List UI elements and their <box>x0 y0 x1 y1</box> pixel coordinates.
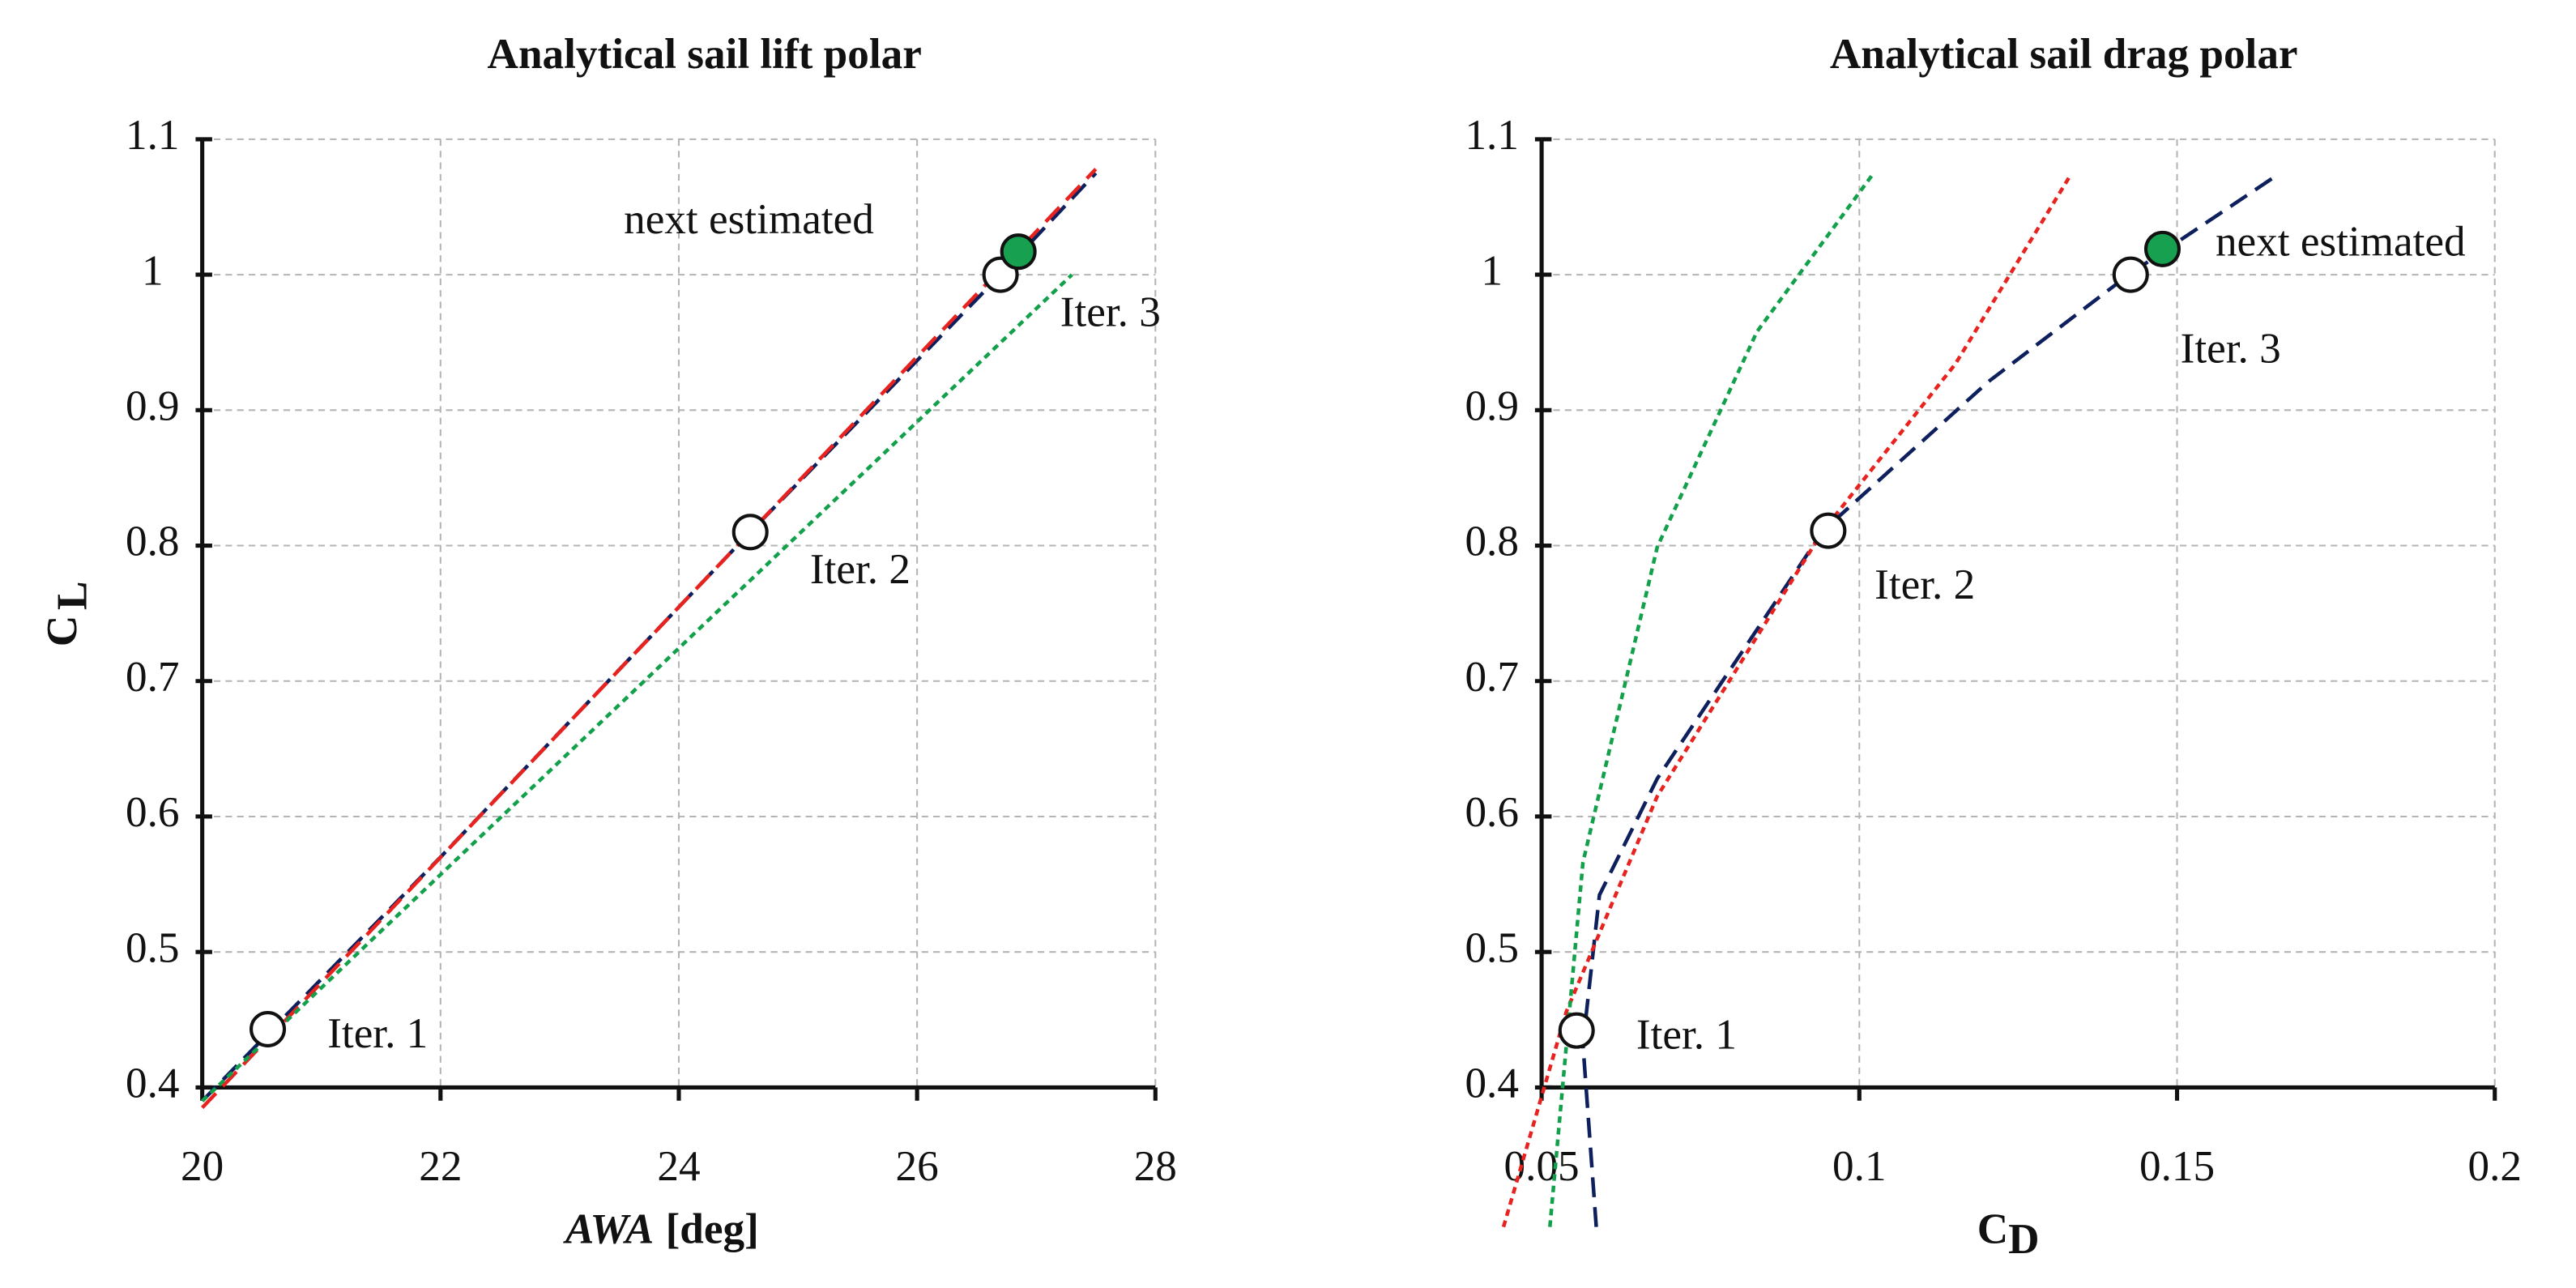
series-line <box>1548 173 1874 1227</box>
point-marker <box>1810 512 1847 549</box>
x-axis-label: C <box>1977 1205 2008 1253</box>
y-tick-label: 1 <box>1481 246 1503 294</box>
point-marker <box>2112 256 2149 293</box>
point-label: Iter. 1 <box>1636 1011 1737 1059</box>
point-marker <box>249 1010 287 1048</box>
point-marker <box>1000 233 1037 271</box>
point-label: next estimated <box>2216 217 2466 265</box>
series-line <box>1501 173 2073 1228</box>
y-tick-label: 0.8 <box>126 518 179 565</box>
y-tick-label: 0.8 <box>1465 518 1518 565</box>
x-axis-label-sub: D <box>2008 1215 2039 1263</box>
point-label: Iter. 2 <box>810 545 911 593</box>
point-label: Iter. 3 <box>1060 288 1161 335</box>
point-marker <box>2143 230 2181 267</box>
chart-title: Analytical sail drag polar <box>1830 30 2298 78</box>
x-axis-unit: [deg] <box>666 1205 759 1253</box>
point-label: next estimated <box>624 195 874 243</box>
x-tick-label: 28 <box>1134 1142 1177 1190</box>
y-label-main: C <box>38 616 86 646</box>
x-tick-label: 24 <box>657 1142 700 1190</box>
series-line <box>201 168 1098 1110</box>
x-tick-label: 0.15 <box>2139 1142 2215 1190</box>
series-line <box>1580 173 2280 1227</box>
x-tick-label: 22 <box>419 1142 462 1190</box>
x-axis-label: AWA <box>563 1205 654 1253</box>
chart-title: Analytical sail lift polar <box>488 30 922 78</box>
y-tick-label: 1 <box>142 246 164 294</box>
y-tick-label: 0.6 <box>1465 788 1518 836</box>
y-tick-label: 1.1 <box>1465 111 1518 159</box>
y-tick-label: 0.9 <box>126 382 179 430</box>
x-tick-label: 26 <box>896 1142 939 1190</box>
point-label: Iter. 2 <box>1874 561 1975 608</box>
series-line <box>201 172 1098 1102</box>
y-tick-label: 0.5 <box>126 923 179 971</box>
y-tick-label: 0.9 <box>1465 382 1518 430</box>
point-marker <box>731 514 769 551</box>
y-tick-label: 0.4 <box>126 1060 179 1107</box>
y-tick-label: 0.5 <box>1465 923 1518 971</box>
y-label-main: C <box>38 616 86 646</box>
point-label: Iter. 3 <box>2181 324 2281 372</box>
series-line <box>201 273 1073 1102</box>
y-axis-label: CL <box>38 582 96 647</box>
point-label: Iter. 1 <box>327 1009 428 1057</box>
y-tick-label: 0.7 <box>126 653 179 701</box>
y-tick-label: 1.1 <box>126 111 179 159</box>
y-tick-label: 0.7 <box>1465 653 1518 701</box>
x-tick-label: 20 <box>181 1142 224 1190</box>
y-label-sub: L <box>48 582 96 610</box>
x-tick-label: 0.1 <box>1832 1142 1886 1190</box>
y-tick-label: 0.4 <box>1465 1060 1518 1107</box>
x-tick-label: 0.05 <box>1504 1142 1580 1190</box>
y-label-sub: L <box>48 582 96 610</box>
y-tick-label: 0.6 <box>126 788 179 836</box>
x-tick-label: 0.2 <box>2467 1142 2521 1190</box>
y-axis-label: CL <box>38 582 96 647</box>
point-marker <box>1558 1012 1595 1049</box>
